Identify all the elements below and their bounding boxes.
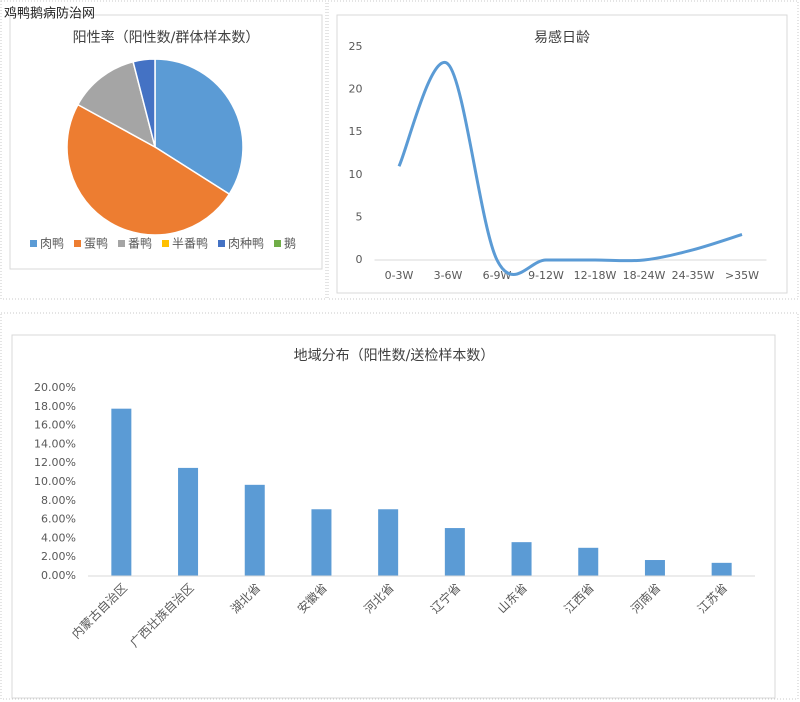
y-tick-label: 15 [349, 125, 363, 138]
y-tick-label: 12.00% [34, 456, 76, 469]
y-tick-label: 0.00% [41, 569, 76, 582]
chart-title: 地域分布（阳性数/送检样本数） [294, 348, 495, 364]
y-tick-label: 5 [356, 210, 363, 223]
chart-box [336, 14, 788, 294]
legend-swatch [30, 240, 37, 247]
panel-frame [0, 0, 327, 300]
y-tick-label: 25 [349, 40, 363, 53]
bar [444, 528, 465, 576]
y-tick-label: 0 [356, 253, 363, 266]
y-tick-label: 16.00% [34, 419, 76, 432]
x-tick-label: 12-18W [574, 269, 617, 282]
bar [578, 547, 599, 576]
x-tick-label: 24-35W [672, 269, 715, 282]
y-tick-label: 14.00% [34, 437, 76, 450]
legend-swatch [162, 240, 169, 247]
bar [644, 560, 665, 576]
legend-swatch [218, 240, 225, 247]
y-tick-label: 6.00% [41, 513, 76, 526]
legend-label: 肉种鸭 [228, 237, 264, 251]
panel-frame [327, 0, 799, 300]
legend-label: 肉鸭 [40, 237, 64, 251]
bar [178, 467, 199, 576]
x-tick-label: 18-24W [623, 269, 666, 282]
chart-title: 易感日龄 [534, 29, 590, 46]
x-tick-label: 9-12W [528, 269, 564, 282]
y-tick-label: 20.00% [34, 381, 76, 394]
y-tick-label: 18.00% [34, 400, 76, 413]
legend-label: 蛋鸭 [84, 237, 108, 251]
watermark: 鸡鸭鹅病防治网 [4, 6, 95, 22]
x-tick-label: 3-6W [434, 269, 463, 282]
legend-swatch [274, 240, 281, 247]
pie-slice [132, 58, 156, 148]
bar [311, 509, 332, 576]
y-tick-label: 10 [349, 168, 363, 181]
legend-swatch [118, 240, 125, 247]
line-series [397, 60, 743, 276]
bar [111, 408, 132, 576]
panel-frame [0, 312, 799, 700]
legend-label: 番鸭 [128, 237, 152, 251]
bar [378, 509, 399, 576]
legend-label: 半番鸭 [172, 237, 208, 251]
y-tick-label: 4.00% [41, 531, 76, 544]
chart-title: 阳性率（阳性数/群体样本数） [73, 29, 260, 46]
y-tick-label: 20 [349, 83, 363, 96]
legend-swatch [74, 240, 81, 247]
y-tick-label: 8.00% [41, 494, 76, 507]
bar [711, 562, 732, 576]
bar [511, 542, 532, 576]
pie-slice [66, 103, 231, 236]
x-tick-label: >35W [725, 269, 759, 282]
bar [244, 484, 265, 576]
y-tick-label: 2.00% [41, 550, 76, 563]
y-tick-label: 10.00% [34, 475, 76, 488]
pie-slice [76, 60, 157, 149]
legend-label: 鹅 [284, 237, 296, 251]
x-tick-label: 0-3W [385, 269, 414, 282]
